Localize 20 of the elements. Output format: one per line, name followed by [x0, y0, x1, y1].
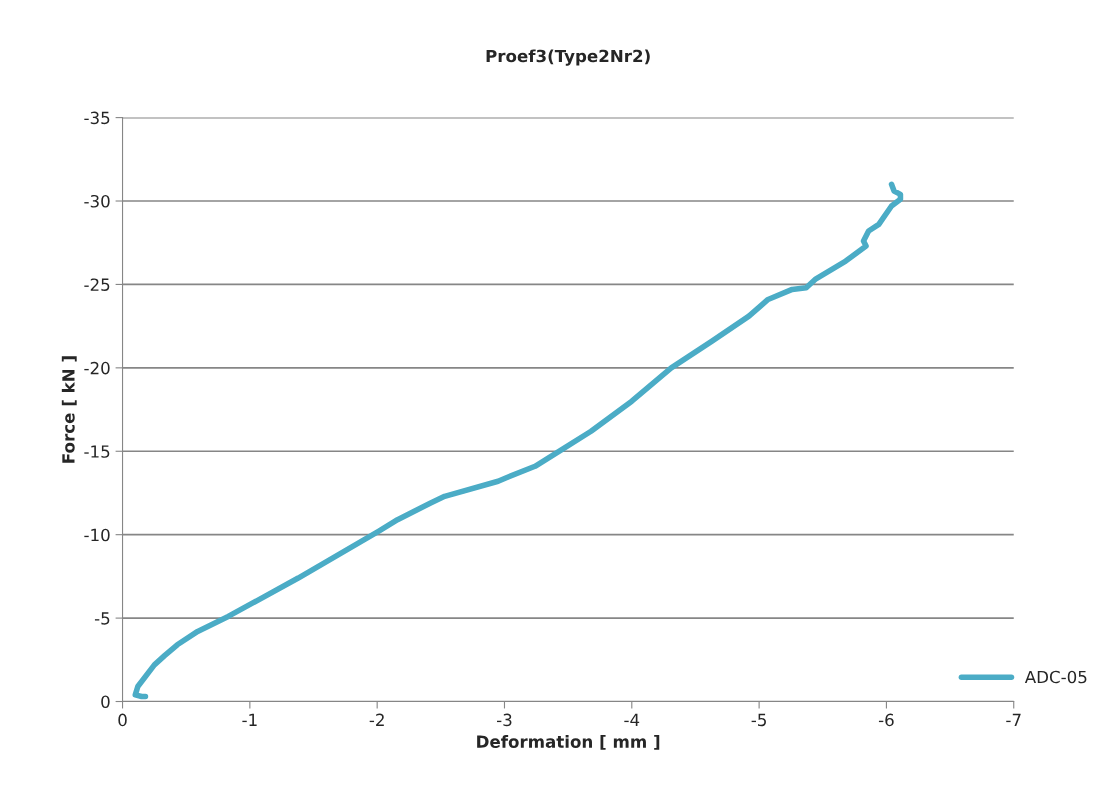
y-tick-label: -35: [84, 111, 110, 125]
x-tick-label: -7: [1006, 713, 1021, 726]
chart-title: Proef3(Type2Nr2): [486, 49, 650, 66]
y-tick-label: -10: [84, 528, 110, 542]
y-tick-label: -25: [84, 278, 110, 291]
y-tick-label: -20: [84, 361, 110, 375]
x-tick-label: -3: [496, 713, 512, 727]
x-tick-label: -6: [878, 713, 894, 727]
y-tick-label: -15: [84, 445, 110, 458]
y-tick-label: 0: [101, 695, 110, 709]
x-tick-label: -4: [624, 713, 640, 726]
x-tick-label: 0: [118, 713, 127, 727]
y-tick-label: -30: [84, 194, 110, 208]
x-tick-label: -1: [242, 713, 257, 726]
x-tick-label: -5: [751, 713, 766, 727]
x-axis-title: Deformation [ mm ]: [477, 735, 660, 750]
x-tick-label: -2: [369, 713, 384, 726]
y-tick-label: -5: [94, 612, 110, 625]
legend-label: ADC-05: [1024, 670, 1087, 684]
y-axis-title: Force [ kN ]: [61, 356, 77, 463]
